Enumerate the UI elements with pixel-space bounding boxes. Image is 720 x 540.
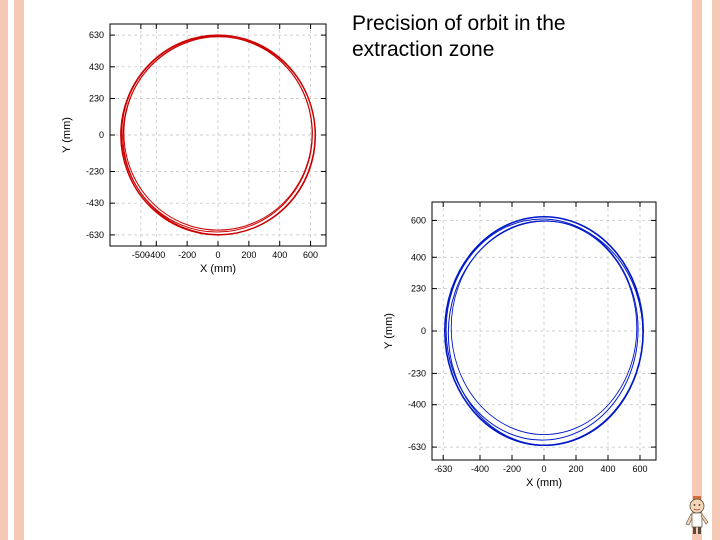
xtick-label: 600 <box>632 464 647 474</box>
y-axis-label: Y (mm) <box>61 117 73 153</box>
ytick-label: -630 <box>86 230 104 240</box>
xtick-label: 400 <box>272 250 287 260</box>
orbit-chart-blue: -630 -400 -200 0 200 400 600 -630 -400 -230 0 230 40… <box>352 180 672 512</box>
ytick-label: 0 <box>421 326 426 336</box>
ytick-label: 400 <box>411 252 426 262</box>
page-root: Precision of orbit in the extraction zon… <box>0 0 720 540</box>
xtick-label: -200 <box>503 464 521 474</box>
ytick-label: 0 <box>99 130 104 140</box>
ytick-label: 230 <box>411 284 426 294</box>
ytick-label: 230 <box>89 94 104 104</box>
ytick-label: -430 <box>86 198 104 208</box>
ytick-label: -230 <box>86 166 104 176</box>
xtick-label: -200 <box>178 250 196 260</box>
xtick-label: 0 <box>215 250 220 260</box>
x-axis-label: X (mm) <box>200 263 236 275</box>
xtick-label: -400 <box>471 464 489 474</box>
ytick-label: -630 <box>408 442 426 452</box>
xtick-label: -400 <box>147 250 165 260</box>
stripe-decor <box>712 0 720 540</box>
stripe-decor <box>692 0 702 540</box>
stripe-decor <box>0 0 8 540</box>
xtick-label: -630 <box>434 464 452 474</box>
orbit-chart-red: -500-400-2000200400600-630-430-230023043… <box>40 6 340 282</box>
xtick-label: 200 <box>241 250 256 260</box>
ytick-label: 430 <box>89 62 104 72</box>
xtick-label: 0 <box>541 464 546 474</box>
ytick-label: -400 <box>408 400 426 410</box>
ytick-label: 630 <box>89 30 104 40</box>
x-axis-label: X (mm) <box>526 477 562 489</box>
xtick-label: 200 <box>568 464 583 474</box>
ytick-label: -230 <box>408 368 426 378</box>
page-title: Precision of orbit in the extraction zon… <box>350 10 640 65</box>
presenter-cartoon-icon <box>680 494 714 534</box>
xtick-label: 400 <box>600 464 615 474</box>
stripe-decor <box>14 0 24 540</box>
xtick-label: 600 <box>303 250 318 260</box>
ytick-label: 600 <box>411 215 426 225</box>
y-axis-label: Y (mm) <box>383 313 395 349</box>
